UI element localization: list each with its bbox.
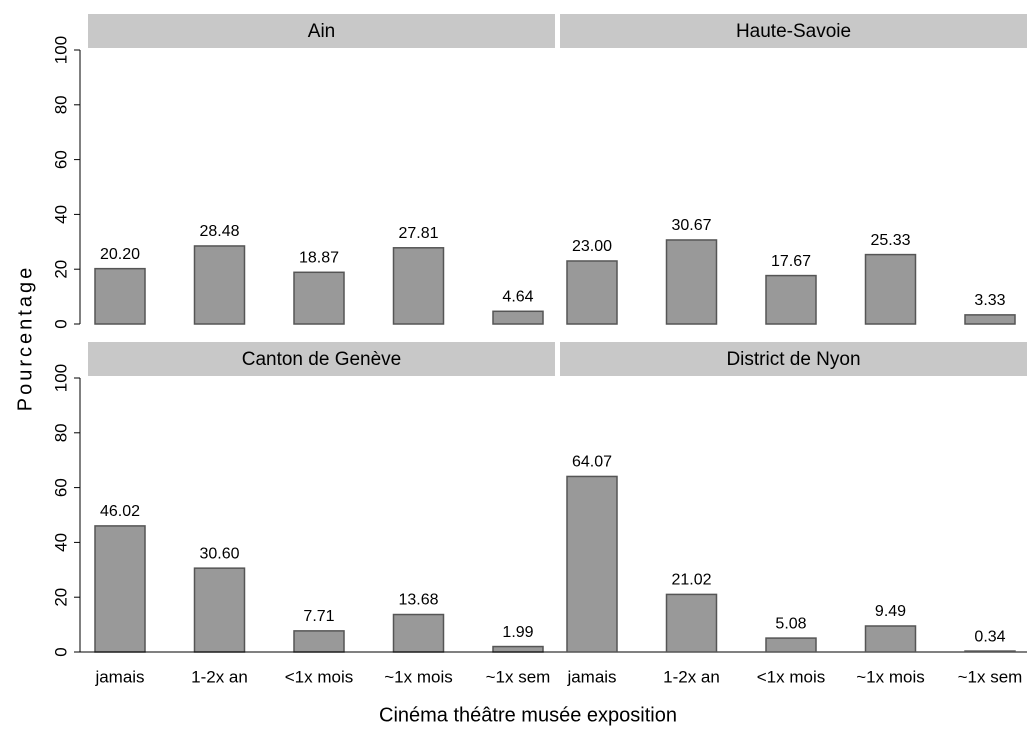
bar [193, 245, 246, 325]
x-tick-label: ~1x sem [486, 667, 551, 686]
value-label: 23.00 [572, 238, 612, 255]
bar [665, 593, 718, 653]
value-label: 7.71 [303, 608, 334, 625]
panel-title: Canton de Genève [242, 349, 402, 370]
y-axis-label: Pourcentage [14, 265, 36, 411]
value-label: 17.67 [771, 253, 811, 270]
bar [864, 625, 917, 653]
panel-title: District de Nyon [726, 349, 860, 370]
value-label: 30.67 [671, 217, 711, 234]
bar [492, 310, 544, 325]
value-label: 4.64 [502, 289, 533, 306]
value-label: 20.20 [100, 246, 140, 263]
value-label: 28.48 [199, 223, 239, 240]
panel-title: Ain [308, 21, 335, 42]
y-tick-label: 80 [51, 423, 70, 442]
y-tick-label: 100 [51, 364, 70, 392]
bar [293, 630, 345, 653]
value-label: 46.02 [100, 503, 140, 520]
panel-header [560, 14, 1027, 48]
value-label: 27.81 [398, 225, 438, 242]
x-tick-label: ~1x mois [384, 667, 453, 686]
y-tick-label: 40 [51, 533, 70, 552]
bar [193, 567, 246, 653]
bar [864, 253, 917, 325]
panel-header [88, 342, 555, 376]
bar [665, 239, 718, 325]
bar [94, 267, 146, 325]
y-tick-label: 100 [51, 36, 70, 64]
panel-header [88, 14, 555, 48]
value-label: 0.34 [974, 628, 1005, 645]
x-tick-label: <1x mois [757, 667, 826, 686]
bar [392, 247, 445, 325]
value-label: 9.49 [875, 603, 906, 620]
x-tick-label: 1-2x an [191, 667, 248, 686]
value-label: 25.33 [870, 232, 910, 249]
x-tick-label: ~1x mois [856, 667, 925, 686]
panel-header [560, 342, 1027, 376]
bar [492, 645, 544, 653]
value-label: 13.68 [398, 592, 438, 609]
value-label: 30.60 [199, 545, 239, 562]
value-label: 3.33 [974, 292, 1005, 309]
y-tick-label: 20 [51, 588, 70, 607]
panel-title: Haute-Savoie [736, 21, 851, 42]
value-label: 64.07 [572, 454, 612, 471]
bar [566, 475, 618, 653]
x-tick-label: jamais [94, 667, 144, 686]
bar [392, 613, 445, 653]
bar [293, 271, 345, 325]
y-tick-label: 40 [51, 205, 70, 224]
value-label: 21.02 [671, 572, 711, 589]
value-label: 1.99 [502, 624, 533, 641]
bar [964, 314, 1016, 325]
x-axis-label: Cinéma théâtre musée exposition [379, 704, 677, 726]
y-tick-label: 20 [51, 260, 70, 279]
bar [765, 637, 817, 653]
value-label: 5.08 [775, 615, 806, 632]
y-tick-label: 80 [51, 95, 70, 114]
x-tick-label: <1x mois [285, 667, 354, 686]
bar [94, 525, 146, 653]
x-tick-label: jamais [566, 667, 616, 686]
y-tick-label: 60 [51, 478, 70, 497]
y-tick-label: 0 [51, 647, 70, 656]
x-tick-label: 1-2x an [663, 667, 720, 686]
bar [964, 650, 1016, 653]
bar [765, 274, 817, 325]
y-tick-label: 60 [51, 150, 70, 169]
bar [566, 260, 618, 325]
y-tick-label: 0 [51, 319, 70, 328]
value-label: 18.87 [299, 250, 339, 267]
x-tick-label: ~1x sem [958, 667, 1023, 686]
